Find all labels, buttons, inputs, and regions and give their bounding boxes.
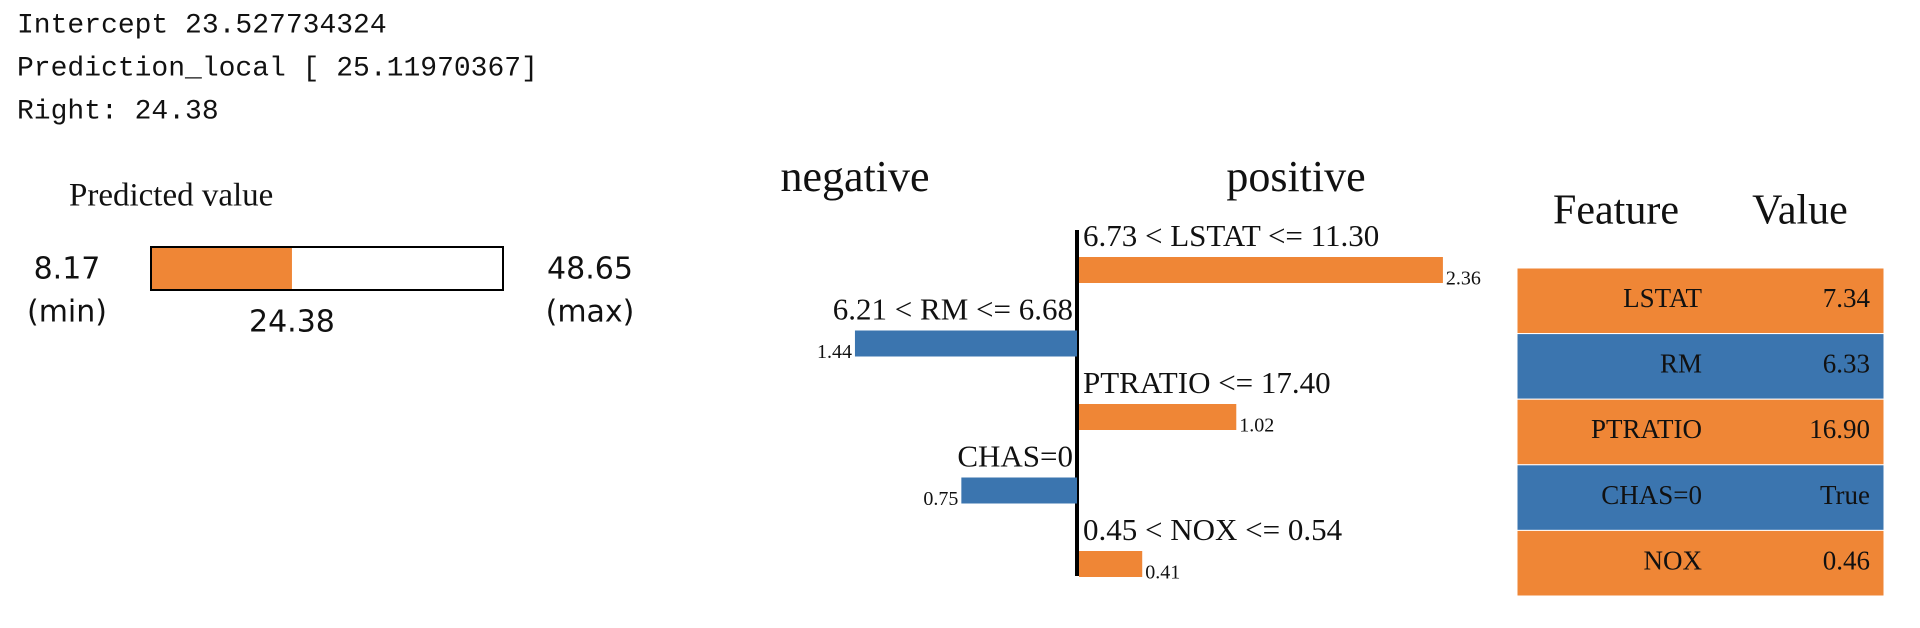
table-cell: 0.46 (1823, 545, 1870, 575)
table-cell: LSTAT (1623, 283, 1702, 313)
table-cell: 7.34 (1823, 283, 1871, 313)
bar (961, 477, 1077, 504)
table-cell: True (1820, 480, 1870, 510)
bar-value-label: 2.36 (1446, 268, 1481, 290)
min-label: (min) (27, 295, 107, 330)
max-value: 48.65 (547, 252, 633, 287)
bar-category: 6.73 < LSTAT <= 11.30 (1083, 218, 1379, 253)
bar (1079, 404, 1237, 430)
bar-category: 6.21 < RM <= 6.68 (833, 292, 1073, 327)
predicted-title: Predicted value (69, 178, 273, 214)
bar-value-label: 0.41 (1145, 562, 1180, 584)
predicted-frame (150, 246, 504, 291)
predicted-value-label: 24.38 (249, 305, 335, 340)
bar-value-label: 1.02 (1239, 415, 1274, 437)
bar (1079, 257, 1443, 283)
predicted-bar (151, 247, 292, 290)
table-cell: CHAS=0 (1601, 480, 1702, 510)
console-line: Right: 24.38 (17, 96, 219, 127)
console-line: Intercept 23.527734324 (17, 10, 387, 41)
bar-category: CHAS=0 (957, 439, 1073, 474)
table-cell: NOX (1644, 545, 1703, 575)
table-header: Feature (1553, 188, 1679, 234)
table-cell: PTRATIO (1591, 414, 1702, 444)
table-cell: 6.33 (1823, 349, 1870, 379)
bar-category: 0.45 < NOX <= 0.54 (1083, 512, 1343, 547)
table-cell: RM (1660, 349, 1702, 379)
table-row (1516, 267, 1885, 335)
bar (854, 330, 1077, 357)
negative-label: negative (780, 152, 929, 201)
table-header: Value (1752, 188, 1848, 234)
table-row (1516, 529, 1885, 597)
positive-label: positive (1226, 152, 1365, 201)
table-row (1516, 333, 1885, 400)
table-row (1516, 398, 1885, 466)
console-line: Prediction_local [ 25.11970367] (17, 53, 538, 84)
bar-value-label: 1.44 (817, 341, 852, 363)
bar-category: PTRATIO <= 17.40 (1083, 365, 1331, 400)
bar (1079, 551, 1143, 577)
table-row (1516, 464, 1885, 531)
min-value: 8.17 (34, 252, 101, 287)
max-label: (max) (546, 295, 635, 330)
table-cell: 16.90 (1809, 414, 1870, 444)
bar-value-label: 0.75 (923, 488, 958, 510)
